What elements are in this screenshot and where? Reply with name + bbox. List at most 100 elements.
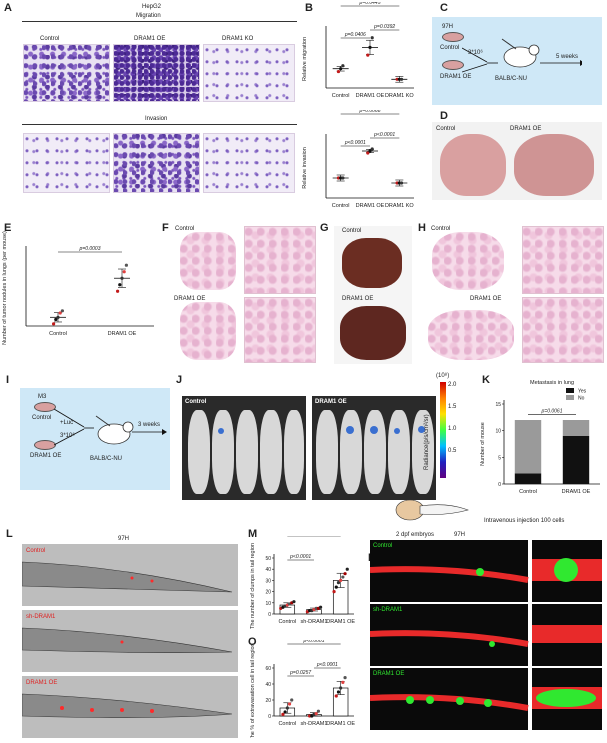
g-oe-label: DRAM1 OE [342, 296, 374, 302]
f-control-overview [180, 232, 236, 290]
data-point [341, 575, 345, 579]
lung-control-image [440, 134, 506, 196]
p-value-label: p=0.0392 [373, 24, 395, 30]
p-value-label: p<0.0001 [316, 662, 338, 668]
g-control-label: Control [342, 228, 362, 234]
y-tick-label: 10 [495, 429, 501, 435]
data-point [366, 53, 370, 57]
category-label: Control [519, 489, 537, 495]
n-label-control: Control [373, 543, 393, 549]
panel-label-o: O [248, 636, 257, 648]
category-label: DRAM1 OE [326, 619, 355, 625]
duration-i: 3 weeks [138, 422, 161, 428]
f-oe-zoom [244, 297, 316, 363]
panel-label-e: E [4, 222, 12, 234]
data-point [290, 698, 294, 702]
data-point [308, 714, 312, 718]
y-tick-label: 20 [265, 698, 271, 704]
j-control-label: Control [185, 399, 207, 405]
data-point [334, 694, 338, 698]
category-label: DRAM1 OE [326, 721, 355, 727]
l-label-sh: sh-DRAM1 [26, 614, 56, 620]
data-point [397, 77, 401, 81]
y-tick-label: 10 [265, 601, 271, 607]
dish-icon [442, 32, 464, 42]
category-label: DRAM1 KO [385, 93, 414, 99]
p-value-label: p=0.0068 [359, 110, 381, 114]
p-value-label: p=0.0257 [289, 670, 311, 676]
category-label: Control [332, 203, 350, 209]
bar-segment [514, 420, 542, 474]
panel-label-h: H [418, 222, 426, 234]
data-point [339, 686, 343, 690]
category-label: DRAM1 OE [108, 331, 137, 337]
panel-label-b: B [305, 2, 313, 14]
bioluminescence-signal [418, 426, 425, 433]
data-point [395, 77, 399, 81]
h-oe-label: DRAM1 OE [470, 296, 502, 302]
data-point [60, 309, 64, 313]
category-label: DRAM1 OE [562, 489, 591, 495]
legend-label: Yes [578, 389, 587, 395]
y-axis-label: Number of tumor nodules in lungs (per mo… [2, 231, 8, 345]
f-oe-label: DRAM1 OE [174, 296, 206, 302]
f-oe-overview [180, 302, 236, 360]
panel-label-f: F [162, 222, 169, 234]
data-point [343, 572, 347, 576]
liver-oe-image [340, 306, 406, 360]
migration-label: Migration [136, 13, 161, 19]
data-point [308, 609, 312, 613]
cell-line-label-a: HepG2 [142, 4, 162, 10]
data-point [56, 315, 60, 319]
j-oe-label: DRAM1 OE [315, 399, 347, 405]
p-value-label: p<0.0001 [303, 640, 325, 644]
category-label: DRAM1 OE [356, 93, 385, 99]
y-tick-label: 0 [498, 482, 501, 488]
panel-label-i: I [6, 374, 10, 386]
category-label: Control [278, 619, 296, 625]
category-label: DRAM1 KO [385, 203, 414, 209]
mouse-body [284, 410, 304, 494]
arrows-c [462, 47, 582, 73]
luc-label-i: +Luc [60, 420, 74, 426]
data-point [122, 270, 126, 274]
n-label-sh: sh-DRAM1 [373, 607, 403, 613]
invasion-label: Invasion [145, 116, 168, 122]
data-point [58, 311, 62, 315]
data-point [336, 690, 341, 694]
f-control-zoom [244, 226, 316, 294]
zebrafish-embryo-icon [395, 499, 469, 521]
p-value-label: p=0.0061 [541, 409, 563, 415]
bar-segment [514, 473, 542, 484]
bar-segment [562, 436, 590, 484]
panel-label-g: G [320, 222, 329, 234]
h-oe-zoom [522, 297, 604, 363]
scale-tick: 0.5 [448, 448, 457, 454]
data-point [52, 322, 56, 326]
data-point [336, 176, 341, 180]
chart-tumor-nodules: Number of tumor nodules in lungs (per mo… [2, 231, 154, 345]
category-label: Control [332, 93, 350, 99]
data-point [316, 709, 320, 713]
mouse-body [340, 410, 362, 494]
p-value-label: p<0.0001 [344, 140, 366, 146]
lung-oe-image [514, 134, 594, 196]
data-point [292, 600, 296, 604]
group-control-c: Control [440, 45, 460, 51]
panel-label-a: A [4, 2, 12, 14]
data-point [124, 263, 128, 267]
dish-icon [34, 440, 56, 450]
y-tick-label: 5 [498, 455, 501, 461]
category-label: DRAM1 OE [356, 203, 385, 209]
data-point [281, 712, 285, 716]
embryo-stage-label: 2 dpf embryos [396, 532, 435, 538]
invasion-ko-image [203, 133, 295, 193]
h-control-label: Control [431, 226, 451, 232]
data-point [341, 64, 345, 68]
legend-swatch [566, 388, 574, 393]
mouse-strain-i: BALB/C-NU [90, 456, 123, 462]
data-point [314, 606, 318, 610]
cell-line-c: 97H [442, 24, 454, 30]
migration-control-image [23, 44, 110, 102]
cell-line-i: M3 [38, 394, 47, 400]
